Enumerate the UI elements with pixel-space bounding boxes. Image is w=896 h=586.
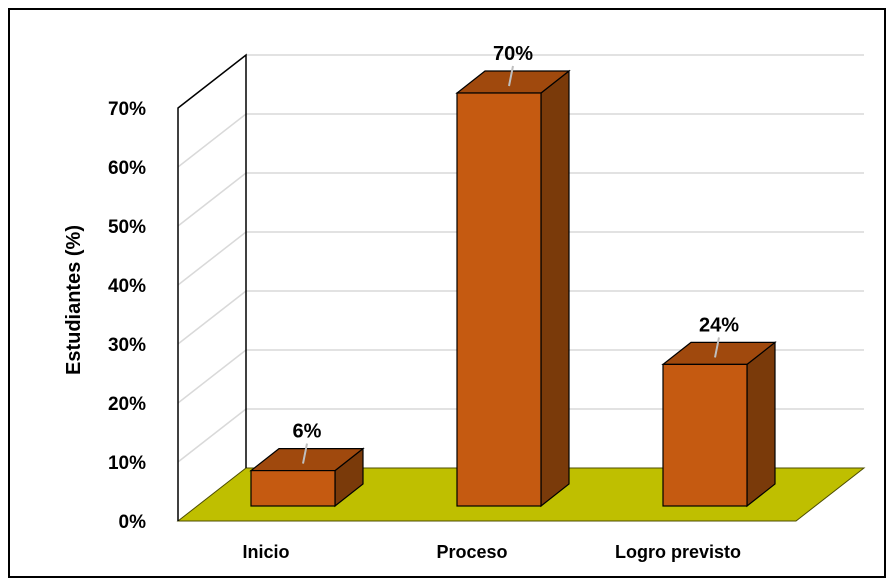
left-wall [177, 53, 247, 521]
bar-logro-previsto [661, 341, 777, 508]
y-tick-label-3: 30% [108, 335, 146, 356]
gridline-side-6 [177, 113, 247, 168]
data-label-leader-1 [508, 65, 514, 87]
bars [249, 69, 777, 508]
y-tick-label-1: 10% [108, 453, 146, 474]
bar-inicio [249, 447, 365, 508]
y-tick-label-4: 40% [108, 276, 146, 297]
y-tick-label-0: 0% [119, 512, 147, 533]
data-label-leader-2 [714, 337, 720, 358]
y-tick-label-2: 20% [108, 394, 146, 415]
x-tick-label-1: Proceso [436, 542, 507, 562]
bar-proceso [455, 69, 571, 508]
y-axis-title: Estudiantes (%) [63, 225, 85, 375]
y-tick-label-7: 70% [108, 99, 146, 120]
x-tick-label-2: Logro previsto [615, 542, 741, 562]
data-label-leader-0 [302, 443, 308, 464]
bar-side [746, 341, 776, 508]
gridline-side-5 [177, 172, 247, 227]
gridline-side-2 [177, 349, 247, 404]
gridline-side-1 [177, 408, 247, 463]
data-label-1: 70% [493, 43, 533, 65]
y-tick-label-6: 60% [108, 158, 146, 179]
bar-side [540, 69, 570, 508]
bar-front [250, 470, 336, 507]
gridline-side-4 [177, 231, 247, 286]
y-tick-label-5: 50% [108, 217, 146, 238]
x-tick-label-0: Inicio [242, 542, 289, 562]
data-label-2: 24% [699, 314, 739, 336]
gridline-side-3 [177, 290, 247, 345]
data-label-0: 6% [293, 421, 322, 443]
bar-front [456, 92, 542, 507]
bar-front [662, 363, 748, 507]
y-axis-wall-outline [177, 53, 247, 521]
labels: 0% 10% 20% 30% 40% 50% 60% 70% 6% Inicio 70% Proces… [108, 43, 741, 562]
